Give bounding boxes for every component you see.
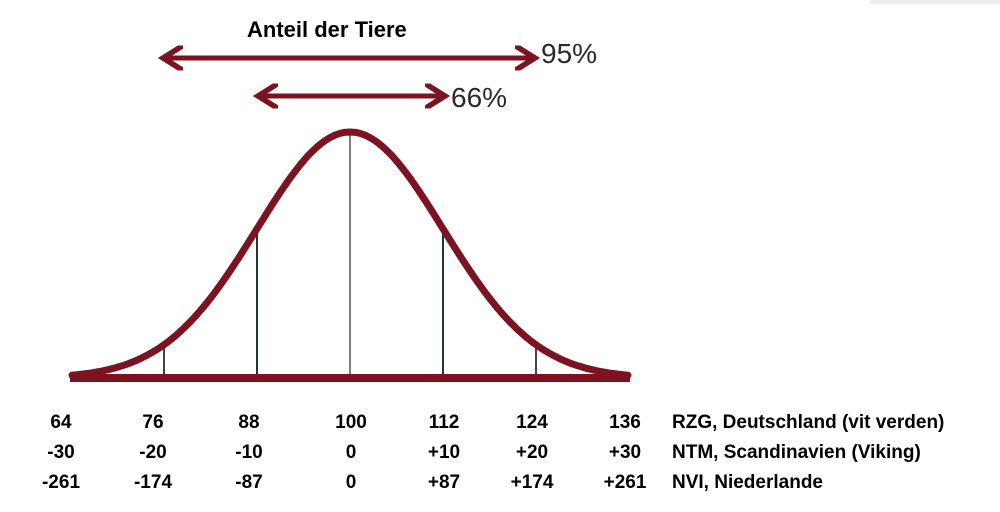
scale-value: -87 [235,472,263,493]
bell-curve-chart [68,0,632,382]
scale-label: RZG, Deutschland (vit verden) [672,412,945,433]
scale-value: +30 [608,442,642,463]
scale-label: NVI, Niederlande [672,472,823,493]
scale-row-nvi: -261 -174 -87 0 +87 +174 +261 NVI, Niede… [0,472,1000,500]
scale-value: 100 [335,412,367,433]
scale-value: 64 [50,412,72,433]
scale-value: 88 [238,412,260,433]
scale-row-rzg: 64 76 88 100 112 124 136 RZG, Deutschlan… [0,412,1000,440]
scale-value: +174 [510,472,554,493]
range-label-66: 66% [451,82,508,113]
scale-value: 0 [345,472,357,493]
scale-value: -20 [139,442,167,463]
scale-value: 112 [428,412,460,433]
scale-value: 124 [516,412,548,433]
range-label-95: 95% [541,38,598,69]
scale-value: +87 [427,472,461,493]
scale-value: 0 [345,442,357,463]
scale-value: -10 [235,442,263,463]
scale-value: +10 [427,442,461,463]
scale-value: -30 [47,442,75,463]
scale-value: +20 [515,442,549,463]
scale-value: 136 [609,412,641,433]
scale-row-ntm: -30 -20 -10 0 +10 +20 +30 NTM, Scandinav… [0,442,1000,470]
scale-value: -174 [133,472,173,493]
scale-value: -261 [41,472,81,493]
diagram-title: Anteil der Tiere [247,17,407,42]
scale-value: +261 [603,472,647,493]
corner-shade [870,0,1000,4]
scale-label: NTM, Scandinavien (Viking) [672,442,921,463]
bell-curve [68,128,632,379]
scale-value: 76 [142,412,164,433]
